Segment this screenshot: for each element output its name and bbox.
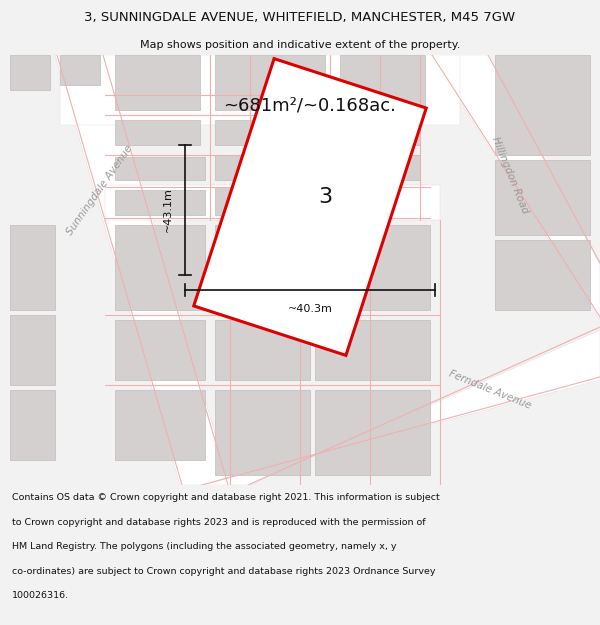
Polygon shape — [10, 315, 55, 385]
Polygon shape — [215, 390, 310, 475]
Text: 3, SUNNINGDALE AVENUE, WHITEFIELD, MANCHESTER, M45 7GW: 3, SUNNINGDALE AVENUE, WHITEFIELD, MANCH… — [85, 11, 515, 24]
Polygon shape — [495, 160, 590, 235]
Polygon shape — [315, 320, 430, 380]
Polygon shape — [60, 55, 460, 125]
Polygon shape — [215, 187, 325, 215]
Text: ~43.1m: ~43.1m — [163, 188, 173, 232]
Polygon shape — [115, 225, 205, 310]
Polygon shape — [215, 225, 310, 310]
Polygon shape — [10, 390, 55, 460]
Text: HM Land Registry. The polygons (including the associated geometry, namely x, y: HM Land Registry. The polygons (includin… — [12, 542, 397, 551]
Polygon shape — [105, 185, 440, 220]
Polygon shape — [115, 390, 205, 460]
Text: ~681m²/~0.168ac.: ~681m²/~0.168ac. — [224, 96, 397, 114]
Polygon shape — [340, 155, 420, 180]
Polygon shape — [10, 55, 50, 90]
Polygon shape — [115, 55, 200, 110]
Polygon shape — [315, 225, 430, 310]
Text: 100026316.: 100026316. — [12, 591, 69, 601]
Polygon shape — [115, 157, 205, 180]
Polygon shape — [55, 55, 230, 485]
Text: to Crown copyright and database rights 2023 and is reproduced with the permissio: to Crown copyright and database rights 2… — [12, 518, 425, 527]
Text: Ferndale Avenue: Ferndale Avenue — [448, 369, 533, 411]
Text: Map shows position and indicative extent of the property.: Map shows position and indicative extent… — [140, 39, 460, 49]
Polygon shape — [115, 320, 205, 380]
Text: co-ordinates) are subject to Crown copyright and database rights 2023 Ordnance S: co-ordinates) are subject to Crown copyr… — [12, 567, 436, 576]
Text: Hillingdon Road: Hillingdon Road — [490, 135, 530, 215]
Polygon shape — [215, 120, 320, 145]
Polygon shape — [115, 120, 200, 145]
Polygon shape — [495, 55, 590, 155]
Polygon shape — [215, 320, 310, 380]
Text: Contains OS data © Crown copyright and database right 2021. This information is : Contains OS data © Crown copyright and d… — [12, 493, 440, 502]
Polygon shape — [194, 59, 426, 356]
Polygon shape — [200, 330, 600, 485]
Polygon shape — [495, 240, 590, 310]
Polygon shape — [215, 155, 325, 180]
Polygon shape — [60, 55, 100, 85]
Text: 3: 3 — [318, 187, 332, 207]
Polygon shape — [10, 225, 55, 310]
Polygon shape — [315, 390, 430, 475]
Text: ~40.3m: ~40.3m — [287, 304, 332, 314]
Polygon shape — [340, 120, 420, 145]
Polygon shape — [115, 190, 205, 215]
Polygon shape — [430, 55, 600, 320]
Polygon shape — [340, 55, 425, 110]
Polygon shape — [215, 55, 325, 110]
Text: Sunningdale Avenue: Sunningdale Avenue — [65, 143, 135, 237]
